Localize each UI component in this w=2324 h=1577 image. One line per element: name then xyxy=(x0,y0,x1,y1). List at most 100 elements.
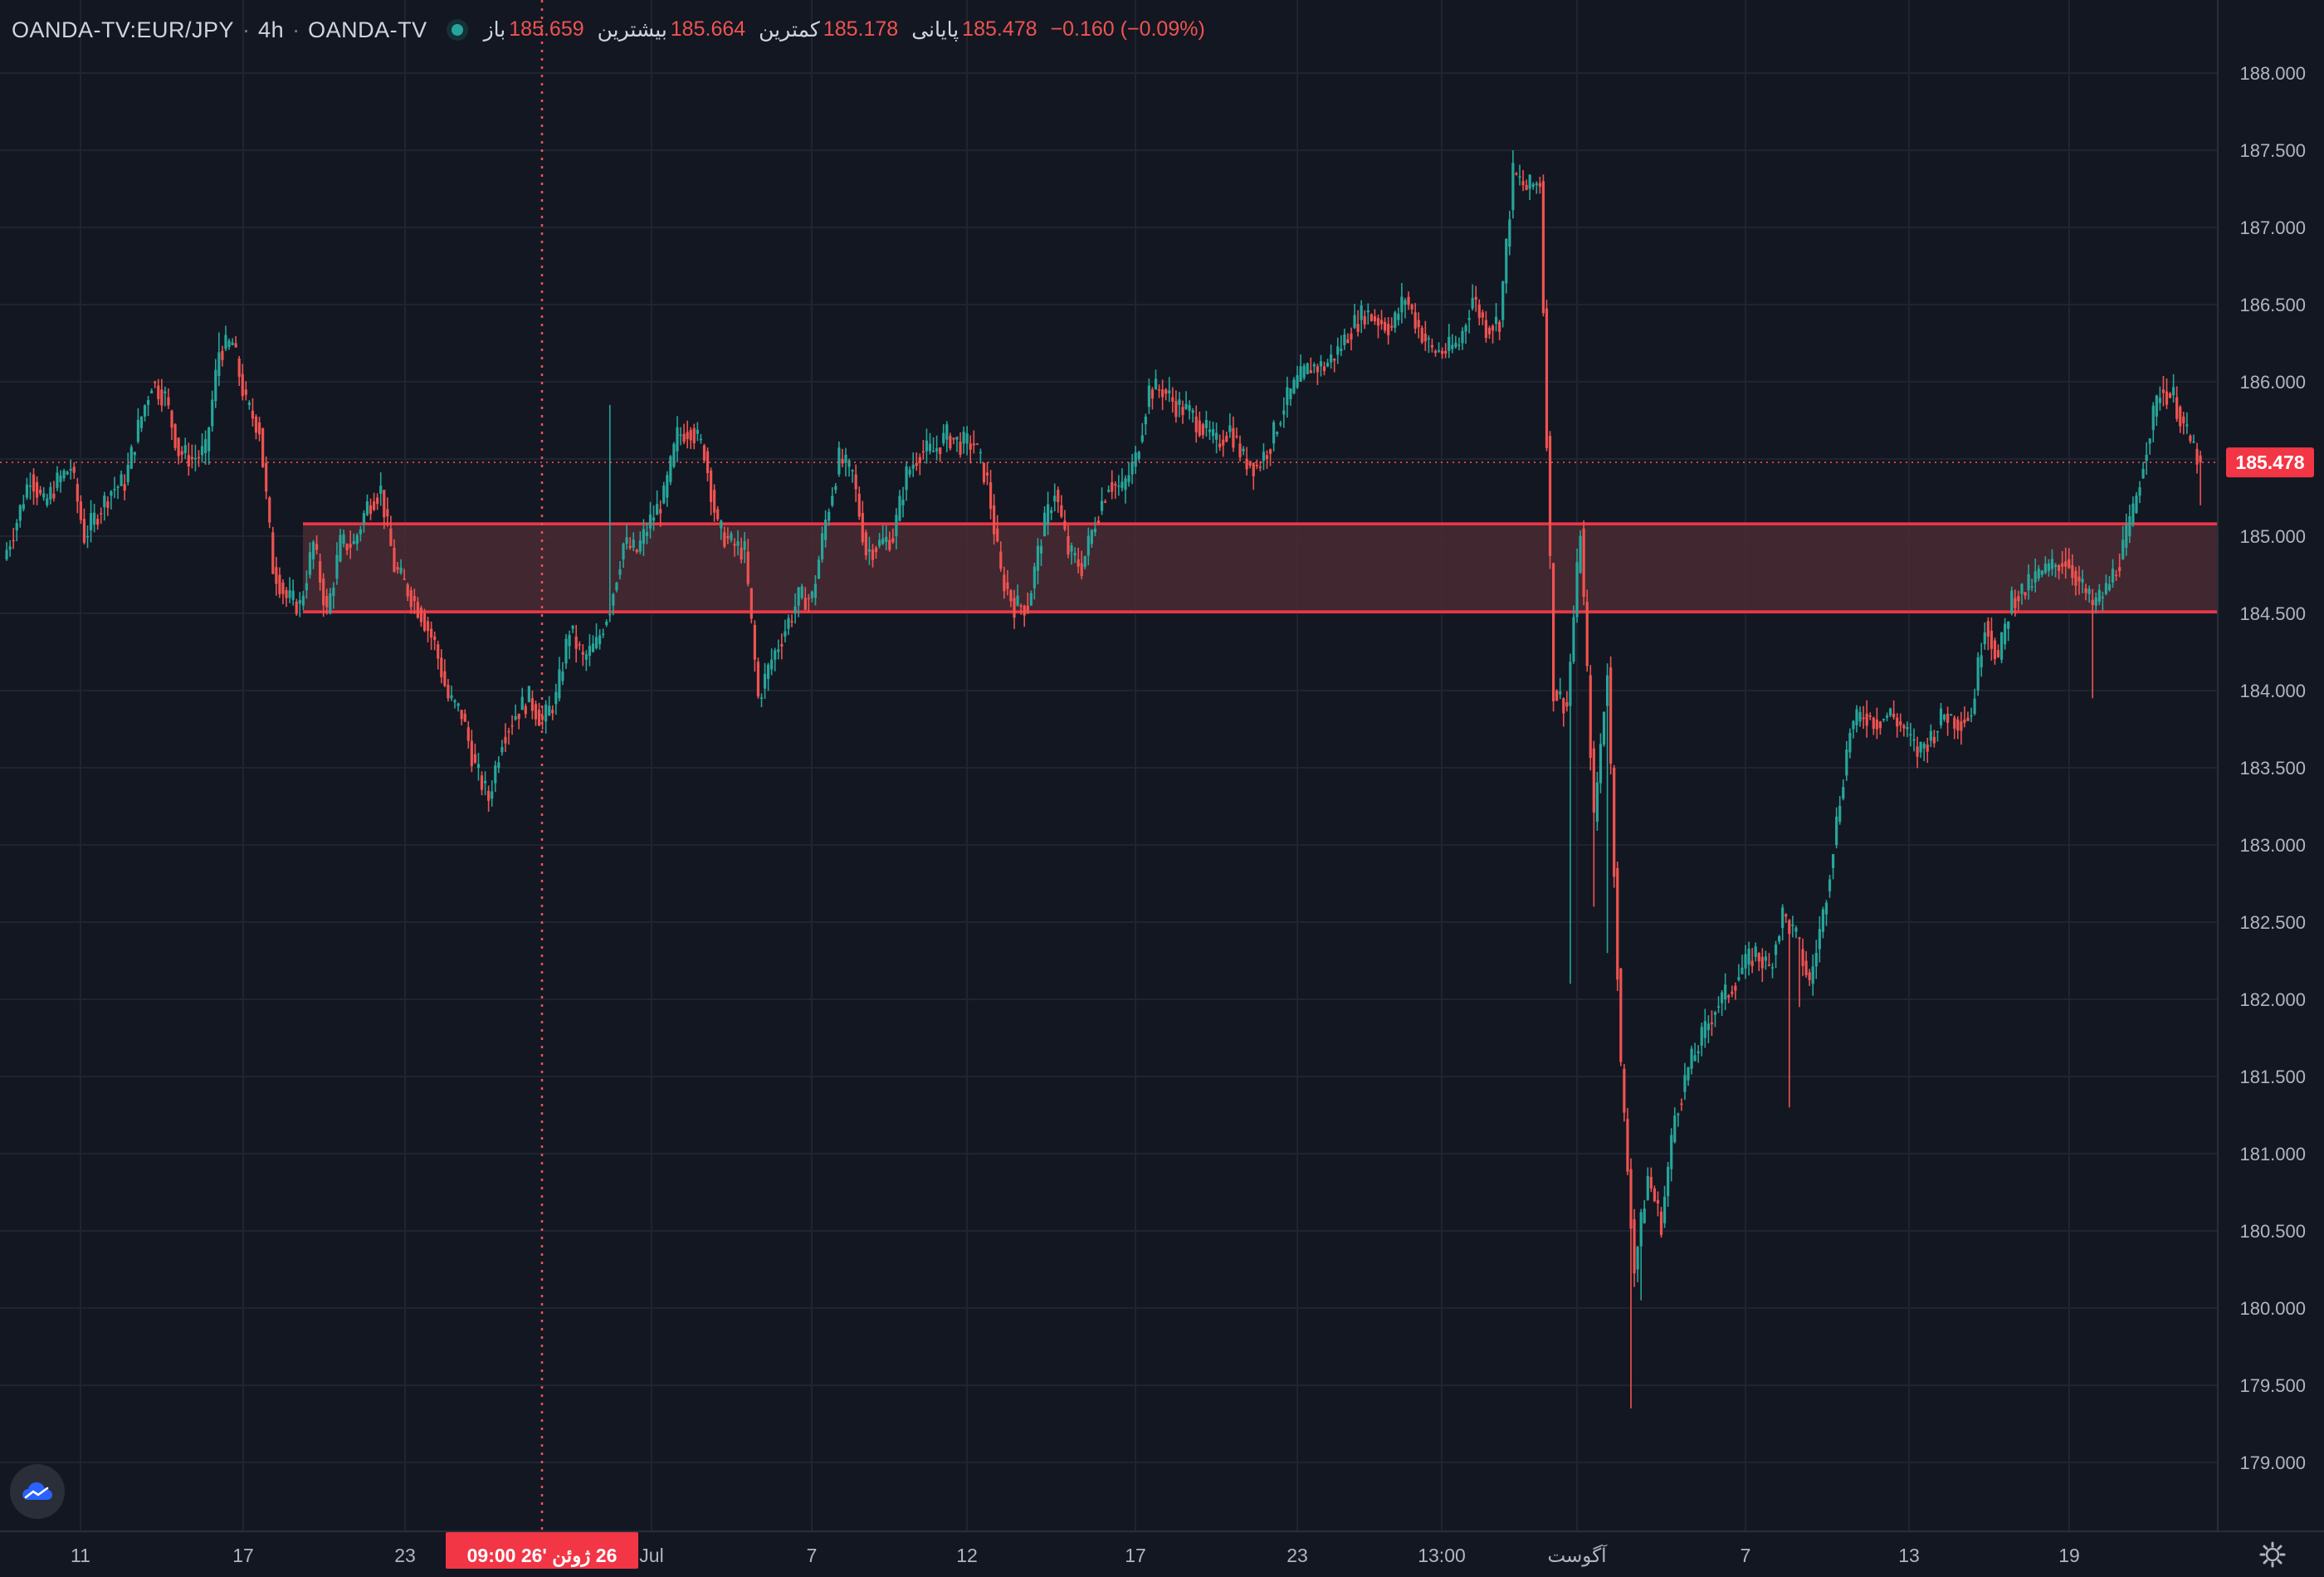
candle-body xyxy=(1791,924,1794,926)
candle xyxy=(1613,764,1616,888)
candle-body xyxy=(740,547,743,560)
candle xyxy=(720,519,723,540)
candle xyxy=(1441,347,1444,359)
candle-body xyxy=(541,715,544,720)
candle-body xyxy=(1093,528,1097,533)
gear-icon[interactable] xyxy=(2256,1538,2289,1571)
candle xyxy=(271,526,275,574)
candle-body xyxy=(972,443,975,446)
candle xyxy=(2121,525,2125,560)
candle xyxy=(935,435,939,461)
candle-body xyxy=(265,462,268,492)
candle-body xyxy=(2061,563,2064,567)
candle xyxy=(160,378,164,413)
candle-body xyxy=(1929,730,1932,741)
candle-body xyxy=(726,536,730,539)
candle-body xyxy=(534,704,538,720)
candle-body xyxy=(874,547,878,553)
candle-body xyxy=(1862,717,1865,720)
candle xyxy=(1050,506,1053,520)
candle-body xyxy=(1222,439,1225,446)
candle xyxy=(72,461,76,480)
candle xyxy=(244,381,247,401)
price-axis[interactable]: 188.000187.500187.000186.500186.000185.5… xyxy=(2217,0,2324,1577)
candle xyxy=(1653,1185,1656,1203)
candle xyxy=(1029,590,1033,606)
candle xyxy=(167,388,170,409)
candle-body xyxy=(1057,490,1060,502)
candle-body xyxy=(797,587,800,606)
candle-body xyxy=(1067,536,1070,555)
candle-body xyxy=(1953,717,1956,729)
candle xyxy=(393,539,396,573)
candle xyxy=(1366,303,1370,325)
candle xyxy=(588,634,592,666)
candle-body xyxy=(1667,1166,1670,1197)
candle-body xyxy=(1592,748,1595,813)
candle xyxy=(1585,589,1589,672)
candle-body xyxy=(945,424,949,440)
time-tick-label: 19 xyxy=(2058,1545,2080,1566)
candle-body xyxy=(1508,219,1511,247)
candle xyxy=(985,461,989,486)
candle-body xyxy=(588,646,592,657)
candle-body xyxy=(2010,590,2014,613)
status-dot-icon[interactable] xyxy=(439,12,476,48)
candle xyxy=(1552,563,1555,712)
candle xyxy=(2071,554,2074,586)
candle xyxy=(301,590,305,611)
candle xyxy=(2077,565,2081,595)
candle-body xyxy=(2145,455,2148,461)
candle-body xyxy=(1986,621,1990,637)
candle xyxy=(2097,583,2101,606)
candle xyxy=(2115,569,2118,581)
candle-body xyxy=(561,671,564,681)
candle-body xyxy=(1838,805,1842,823)
candle-body xyxy=(1828,879,1832,891)
candle xyxy=(1474,286,1477,312)
candle-body xyxy=(1970,715,1973,717)
candle xyxy=(177,437,180,465)
candle-body xyxy=(1781,907,1784,928)
candle xyxy=(1936,730,1940,742)
tradingview-cloud-logo-icon[interactable] xyxy=(10,1464,65,1519)
symbol-name[interactable]: OANDA-TV:EUR/JPY xyxy=(12,17,235,42)
candle xyxy=(1521,169,1525,192)
candle-body xyxy=(723,532,726,547)
candle-body xyxy=(1511,163,1515,211)
candle-body xyxy=(291,590,295,600)
candle xyxy=(1693,1042,1697,1062)
candle-body xyxy=(2058,564,2061,571)
candle xyxy=(342,529,345,548)
candle-body xyxy=(2104,583,2108,594)
candle-body xyxy=(558,669,561,699)
candle xyxy=(1605,663,1609,954)
candle xyxy=(1178,392,1181,417)
candle-body xyxy=(2040,570,2043,575)
candle-body xyxy=(1134,452,1137,467)
candle-body xyxy=(1744,954,1747,969)
candle xyxy=(261,427,265,468)
candle xyxy=(2004,618,2007,650)
candle xyxy=(1258,461,1262,471)
candle xyxy=(1316,364,1319,385)
candle xyxy=(2135,491,2138,514)
candle-body xyxy=(949,436,952,449)
candle-body xyxy=(2138,487,2141,496)
candle xyxy=(254,414,258,440)
high-value-group: بیشترین 185.664 xyxy=(598,17,746,42)
time-axis[interactable]: 11 17 23 Jul 7 12 17 23 13:00 آگوست 7 13 19 26 ژوئن '… xyxy=(0,1531,2324,1577)
candle xyxy=(18,504,22,528)
candle-body xyxy=(861,513,864,543)
candle xyxy=(1376,314,1380,339)
interval-label[interactable]: 4h xyxy=(258,17,285,42)
candle xyxy=(2158,386,2161,411)
candle-body xyxy=(32,474,36,492)
candle xyxy=(618,561,622,579)
candle xyxy=(1562,697,1565,727)
candle xyxy=(1811,954,1814,996)
candle xyxy=(1289,388,1292,406)
candle xyxy=(150,388,154,393)
